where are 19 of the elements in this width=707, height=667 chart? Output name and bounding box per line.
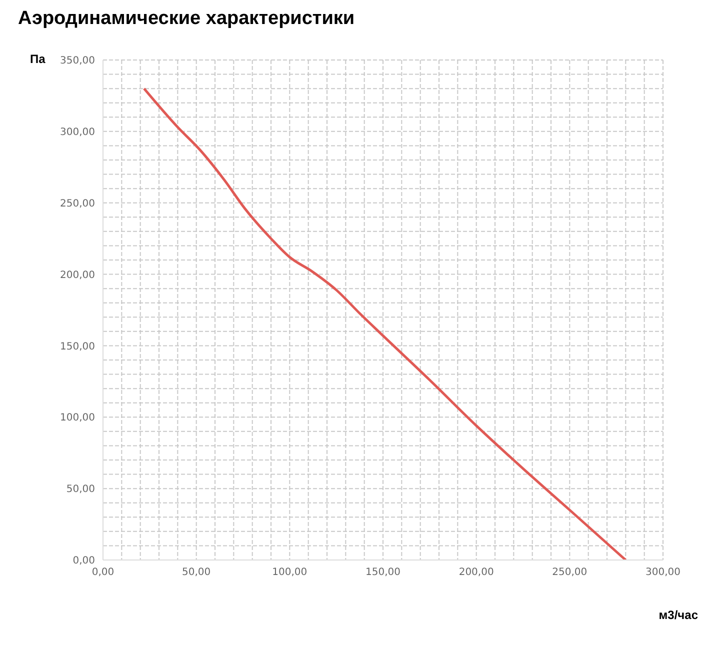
x-tick-label: 250,00 [552, 567, 588, 578]
y-tick-label: 50,00 [66, 484, 95, 496]
x-tick-label: 100,00 [272, 567, 308, 578]
y-tick-label: 200,00 [60, 270, 95, 281]
y-tick-label: 0,00 [72, 556, 95, 567]
x-tick-label: 200,00 [458, 567, 494, 578]
y-tick-label: 150,00 [60, 341, 95, 352]
line-series [142, 87, 627, 560]
x-tick-label: 150,00 [366, 567, 400, 578]
x-axis-title: м3/час [658, 608, 698, 622]
chart-title: Аэродинамические характеристики [18, 8, 356, 30]
y-tick-label: 300,00 [60, 126, 95, 138]
y-tick-label: 250,00 [60, 198, 95, 210]
y-axis-title: Па [30, 52, 46, 66]
x-tick-label: 0,00 [92, 567, 114, 578]
y-tick-label: 350,00 [60, 56, 95, 67]
y-tick-label: 100,00 [60, 412, 95, 424]
x-tick-label: 50,00 [182, 567, 211, 578]
x-tick-label: 300,00 [646, 567, 680, 578]
